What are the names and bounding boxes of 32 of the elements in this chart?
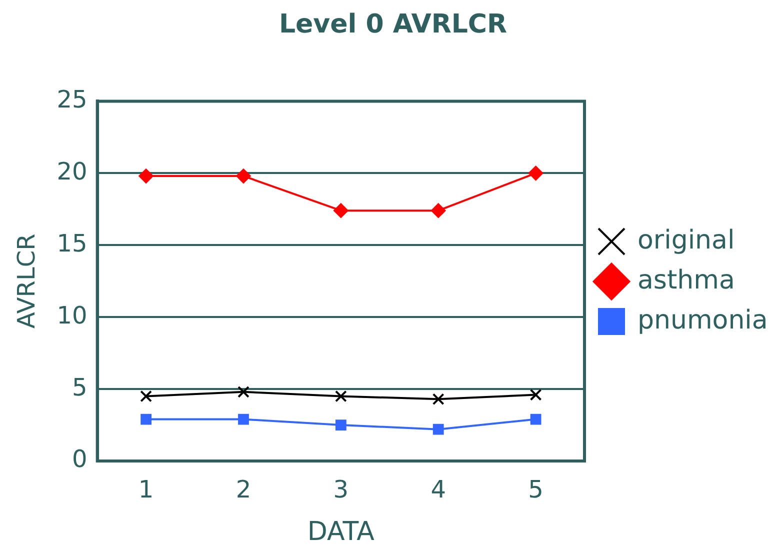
legend-label: pnumonia [638, 305, 768, 336]
point [530, 414, 542, 425]
legend-label: original [638, 225, 735, 256]
point [236, 168, 251, 184]
point [530, 388, 542, 401]
chart-title: Level 0 AVRLCR [278, 9, 508, 40]
point [334, 390, 347, 402]
y-tick-label: 10 [56, 301, 88, 330]
point [140, 390, 152, 402]
y-tick-label: 20 [56, 157, 88, 186]
point [432, 393, 444, 406]
point [430, 203, 446, 218]
legend-label: asthma [638, 265, 735, 296]
y-tick-label: 25 [56, 85, 88, 114]
point [238, 414, 249, 425]
x-axis-title: DATA [307, 517, 375, 548]
point [140, 414, 152, 425]
y-tick-label: 0 [72, 445, 88, 474]
point [432, 424, 444, 435]
y-tick-label: 5 [72, 373, 88, 402]
x-tick-label: 1 [138, 476, 154, 504]
point [335, 420, 346, 430]
x-tick-label: 5 [528, 476, 544, 504]
y-axis-title: AVRLCR [12, 234, 41, 328]
x-tick-label: 2 [236, 476, 252, 504]
point [528, 166, 544, 181]
y-tick-label: 15 [56, 229, 88, 258]
point [238, 386, 250, 398]
point [333, 203, 348, 218]
x-tick-label: 3 [333, 476, 349, 504]
x-tick-label: 4 [430, 476, 446, 504]
point [138, 168, 154, 184]
